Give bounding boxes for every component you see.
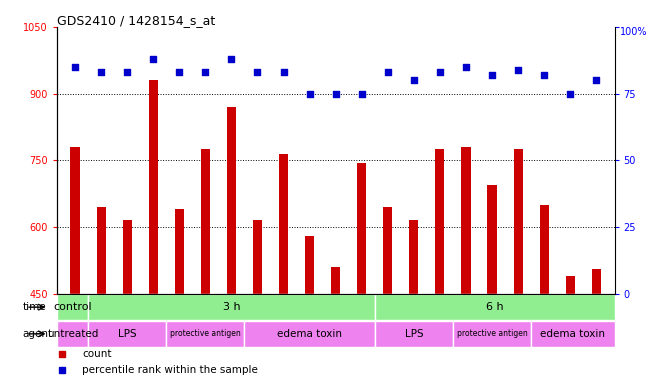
Bar xyxy=(357,162,366,294)
Text: percentile rank within the sample: percentile rank within the sample xyxy=(82,366,258,376)
Point xyxy=(174,69,184,75)
Bar xyxy=(88,321,166,347)
Bar xyxy=(375,295,615,320)
Point xyxy=(409,77,420,83)
Point xyxy=(357,91,367,97)
Bar xyxy=(566,276,574,294)
Text: GDS2410 / 1428154_s_at: GDS2410 / 1428154_s_at xyxy=(57,14,215,27)
Text: count: count xyxy=(82,349,112,359)
Bar xyxy=(453,321,531,347)
Bar xyxy=(227,107,236,294)
Bar xyxy=(375,321,453,347)
Bar xyxy=(97,207,106,294)
Bar xyxy=(531,321,615,347)
Point xyxy=(435,69,446,75)
Text: LPS: LPS xyxy=(118,329,136,339)
Bar xyxy=(488,185,496,294)
Text: LPS: LPS xyxy=(405,329,423,339)
Bar xyxy=(175,209,184,294)
Point xyxy=(200,69,210,75)
Bar xyxy=(166,321,244,347)
Point xyxy=(513,66,524,73)
Text: protective antigen: protective antigen xyxy=(170,329,240,338)
Bar xyxy=(88,295,375,320)
Text: untreated: untreated xyxy=(47,329,98,339)
Text: control: control xyxy=(53,302,92,312)
Point xyxy=(539,72,550,78)
Bar xyxy=(123,220,132,294)
Point xyxy=(96,69,106,75)
Point xyxy=(304,91,315,97)
Point xyxy=(278,69,289,75)
Point xyxy=(122,69,132,75)
Text: 3 h: 3 h xyxy=(222,302,240,312)
Bar xyxy=(279,154,288,294)
Bar xyxy=(305,236,314,294)
Point xyxy=(487,72,498,78)
Bar xyxy=(57,321,88,347)
Bar xyxy=(201,149,210,294)
Bar xyxy=(514,149,522,294)
Bar xyxy=(253,220,262,294)
Bar xyxy=(331,267,340,294)
Point xyxy=(331,91,341,97)
Bar xyxy=(383,207,392,294)
Bar xyxy=(462,147,470,294)
Bar xyxy=(592,269,601,294)
Bar xyxy=(436,149,444,294)
Bar xyxy=(149,80,158,294)
Point xyxy=(461,64,472,70)
Text: edema toxin: edema toxin xyxy=(540,329,605,339)
Point xyxy=(148,56,158,62)
Point xyxy=(69,64,80,70)
Bar xyxy=(540,205,548,294)
Text: agent: agent xyxy=(22,329,52,339)
Text: 6 h: 6 h xyxy=(486,302,504,312)
Bar xyxy=(244,321,375,347)
Bar xyxy=(70,147,79,294)
Point xyxy=(383,69,393,75)
Point xyxy=(591,77,602,83)
Text: time: time xyxy=(22,302,46,312)
Bar xyxy=(57,295,88,320)
Text: edema toxin: edema toxin xyxy=(277,329,342,339)
Point xyxy=(252,69,263,75)
Bar xyxy=(409,220,418,294)
Text: protective antigen: protective antigen xyxy=(457,329,528,338)
Point xyxy=(226,56,236,62)
Text: 100%: 100% xyxy=(620,27,648,37)
Point xyxy=(565,91,576,97)
